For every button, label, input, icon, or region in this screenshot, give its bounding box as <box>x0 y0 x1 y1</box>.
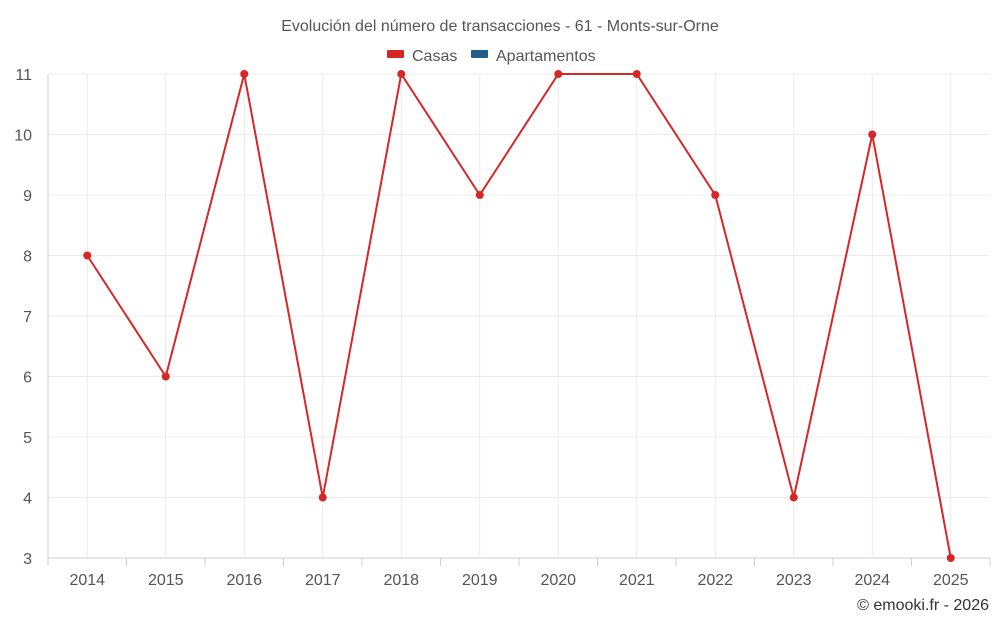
x-tick-label: 2024 <box>854 572 890 589</box>
legend: Casas Apartamentos <box>387 48 596 65</box>
y-tick-label: 3 <box>23 551 32 568</box>
y-axis-ticks: 3 4 5 6 7 8 9 10 11 <box>14 67 32 568</box>
data-point-2018[interactable] <box>397 70 406 78</box>
axes <box>47 74 991 566</box>
series-line-casas <box>86 73 952 559</box>
x-tick-label: 2019 <box>462 572 498 589</box>
data-point-2015[interactable] <box>161 372 170 381</box>
y-tick-label: 6 <box>23 370 32 387</box>
x-tick-label: 2018 <box>383 572 419 589</box>
y-tick-label: 9 <box>23 188 32 205</box>
legend-item-casas[interactable]: Casas <box>387 48 457 65</box>
data-point-2014[interactable] <box>83 251 92 260</box>
legend-label-apartamentos: Apartamentos <box>496 48 596 65</box>
x-tick-label: 2014 <box>69 572 105 589</box>
credit-text: © emooki.fr - 2026 <box>857 597 989 614</box>
data-point-2023[interactable] <box>789 493 798 502</box>
series-casas <box>83 70 955 562</box>
data-point-2016[interactable] <box>240 70 249 78</box>
x-tick-label: 2023 <box>776 572 812 589</box>
x-tick-label: 2015 <box>148 572 184 589</box>
x-tick-label: 2025 <box>933 572 969 589</box>
grid <box>48 73 990 558</box>
x-tick-label: 2017 <box>305 572 341 589</box>
data-point-2020[interactable] <box>554 70 563 78</box>
x-tick-label: 2020 <box>540 572 576 589</box>
legend-swatch-casas <box>387 50 404 58</box>
x-tick-label: 2016 <box>226 572 262 589</box>
legend-item-apartamentos[interactable]: Apartamentos <box>471 48 596 65</box>
data-point-2024[interactable] <box>868 130 877 139</box>
x-tick-label: 2021 <box>619 572 655 589</box>
data-point-2021[interactable] <box>632 70 641 78</box>
y-tick-label: 7 <box>23 309 32 326</box>
y-tick-label: 10 <box>14 128 32 145</box>
data-point-2022[interactable] <box>711 191 720 199</box>
legend-label-casas: Casas <box>412 48 457 65</box>
x-tick-label: 2022 <box>697 572 733 589</box>
y-tick-label: 4 <box>23 491 32 508</box>
chart-title: Evolución del número de transacciones - … <box>281 18 719 35</box>
data-point-2019[interactable] <box>475 191 484 199</box>
y-tick-label: 8 <box>23 249 32 266</box>
x-axis-ticks: 2014 2015 2016 2017 2018 2019 2020 2021 2022 2023… <box>69 572 968 589</box>
y-tick-label: 5 <box>23 430 32 447</box>
data-point-2017[interactable] <box>318 493 327 502</box>
data-point-2025[interactable] <box>946 554 955 562</box>
y-tick-label: 11 <box>15 67 32 84</box>
legend-swatch-apartamentos <box>471 50 488 58</box>
